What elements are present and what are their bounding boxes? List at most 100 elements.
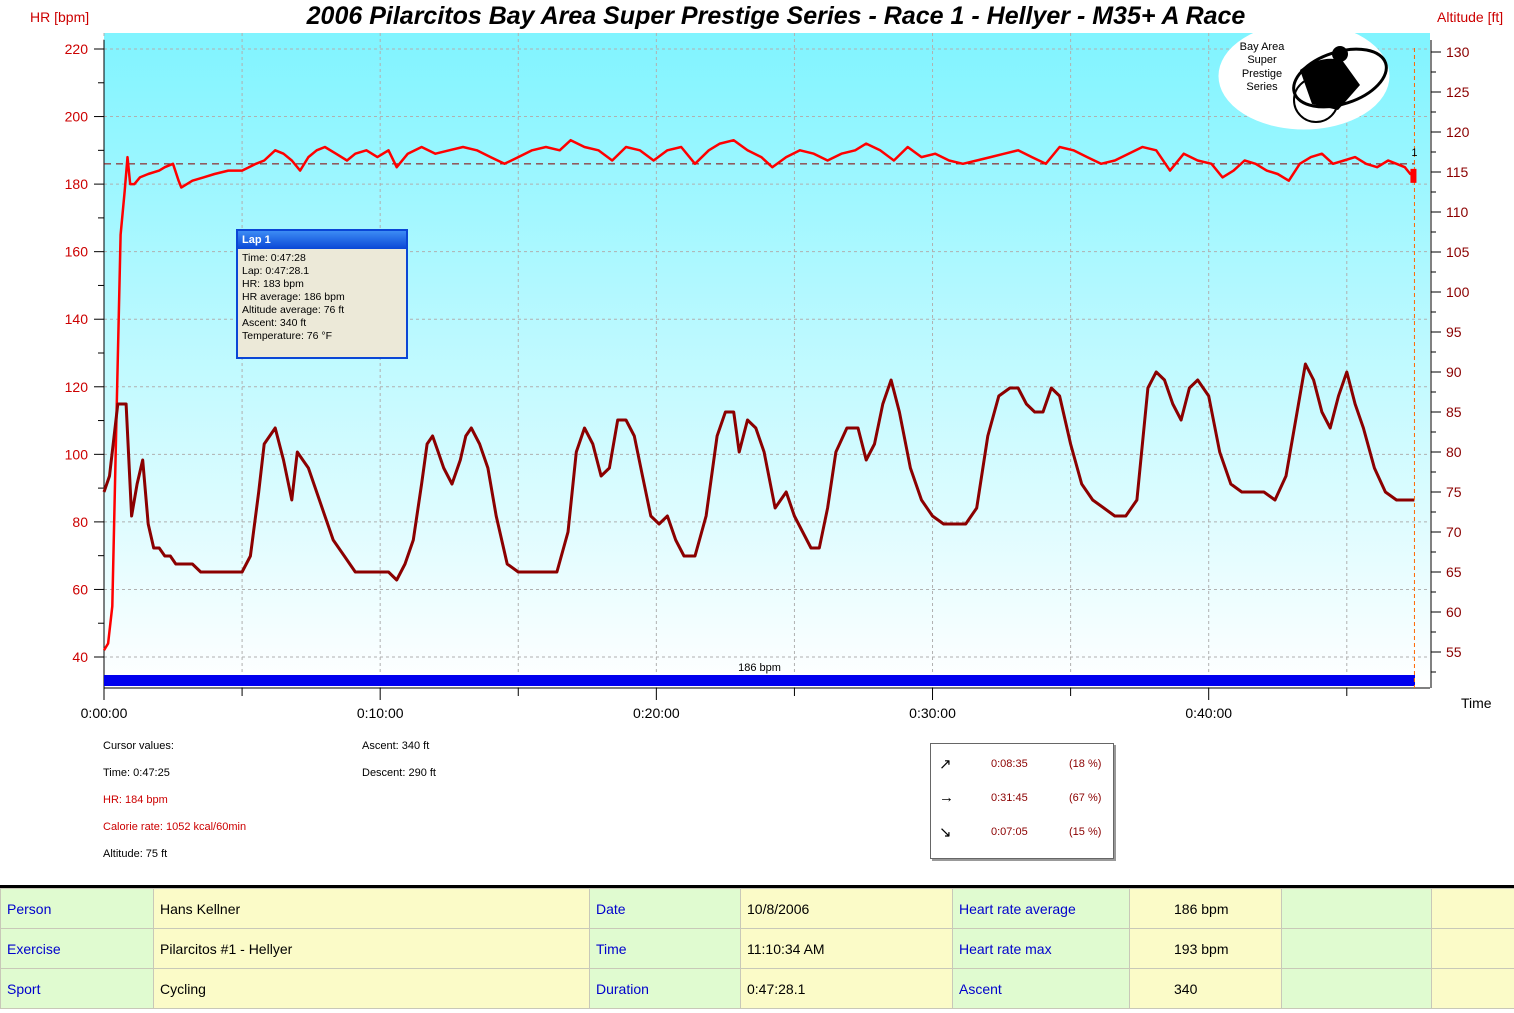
info-label-cell: Duration (590, 969, 741, 1009)
logo-line-4: Series (1246, 81, 1278, 93)
bottom-tick-label: 0:10:00 (357, 705, 404, 721)
bottom-tick-label: 0:30:00 (909, 705, 956, 721)
right-tick-label: 130 (1446, 44, 1470, 60)
right-tick-label: 90 (1446, 364, 1462, 380)
info-value-cell: 0:47:28.1 (741, 969, 953, 1009)
right-tick-label: 100 (1446, 284, 1470, 300)
bottom-tick-label: 0:20:00 (633, 705, 680, 721)
right-tick-label: 75 (1446, 484, 1462, 500)
slope-percent: (67 %) (1069, 792, 1101, 804)
info-value-cell: Cycling (154, 969, 590, 1009)
lap-popup-line: Lap: 0:47:28.1 (242, 265, 402, 278)
cursor-time: Time: 0:47:25 (103, 767, 170, 779)
info-label-cell (1282, 889, 1432, 929)
bottom-tick-label: 0:00:00 (81, 705, 128, 721)
right-tick-label: 70 (1446, 524, 1462, 540)
slope-percent: (18 %) (1069, 758, 1101, 770)
right-tick-label: 95 (1446, 324, 1462, 340)
left-tick-label: 60 (72, 581, 88, 597)
info-label-cell: Person (1, 889, 154, 929)
cursor-calorie-rate: Calorie rate: 1052 kcal/60min (103, 821, 246, 833)
info-value-cell: 340 (1130, 969, 1282, 1009)
right-tick-label: 110 (1446, 204, 1469, 220)
info-value-cell: 10/8/2006 (741, 889, 953, 929)
hr-axis-label: HR [bpm] (30, 9, 89, 25)
info-label-cell: Time (590, 929, 741, 969)
slope-percent: (15 %) (1069, 826, 1101, 838)
left-tick-label: 220 (65, 41, 89, 57)
slope-time: 0:07:05 (991, 826, 1028, 838)
lap-popup-title: Lap 1 (238, 231, 406, 249)
slope-row: ↘ 0:07:05 (15 %) (931, 826, 1113, 846)
left-tick-label: 180 (65, 176, 89, 192)
right-tick-label: 115 (1446, 164, 1469, 180)
info-label-cell: Ascent (953, 969, 1130, 1009)
flat-arrow-icon: → (939, 789, 957, 806)
info-label-cell: Heart rate average (953, 889, 1130, 929)
right-tick-label: 55 (1446, 644, 1462, 660)
right-tick-label: 105 (1446, 244, 1470, 260)
right-tick-label: 120 (1446, 124, 1470, 140)
lap-popup-line: HR: 183 bpm (242, 278, 402, 291)
lap-marker-label: 1 (1411, 147, 1417, 159)
hr-average-bar (104, 675, 1415, 686)
right-tick-label: 80 (1446, 444, 1462, 460)
right-tick-label: 60 (1446, 604, 1462, 620)
lap-popup-line: HR average: 186 bpm (242, 291, 402, 304)
left-tick-label: 80 (72, 514, 88, 530)
right-tick-label: 65 (1446, 564, 1462, 580)
info-label-cell: Sport (1, 969, 154, 1009)
downhill-arrow-icon: ↘ (939, 823, 957, 841)
cursor-altitude: Altitude: 75 ft (103, 848, 167, 860)
hr-average-bar-label: 186 bpm (738, 662, 781, 674)
info-value-cell: 11:10:34 AM (741, 929, 953, 969)
info-value-cell: Pilarcitos #1 - Hellyer (154, 929, 590, 969)
slope-summary-box: ↗ 0:08:35 (18 %) → 0:31:45 (67 %) ↘ 0:07:05 (15 … (930, 743, 1114, 859)
info-label-cell: Exercise (1, 929, 154, 969)
chart-area: 2006 Pilarcitos Bay Area Super Prestige … (0, 0, 1514, 885)
lap-popup-line: Ascent: 340 ft (242, 317, 402, 330)
cursor-ascent: Ascent: 340 ft (362, 740, 429, 752)
right-tick-label: 85 (1446, 404, 1462, 420)
left-tick-label: 160 (65, 244, 89, 260)
left-tick-label: 100 (65, 446, 89, 462)
logo-line-2: Super (1247, 54, 1277, 66)
slope-row: → 0:31:45 (67 %) (931, 792, 1113, 812)
info-label-cell (1282, 969, 1432, 1009)
time-axis-label: Time (1461, 695, 1492, 711)
info-value-cell: Hans Kellner (154, 889, 590, 929)
info-label-cell: Date (590, 889, 741, 929)
left-tick-label: 140 (65, 311, 89, 327)
lap-marker-end (1410, 169, 1416, 183)
info-value-cell (1432, 969, 1514, 1009)
slope-time: 0:08:35 (991, 758, 1028, 770)
chart-title: 2006 Pilarcitos Bay Area Super Prestige … (306, 2, 1246, 30)
info-value-cell (1432, 889, 1514, 929)
info-value-cell: 186 bpm (1130, 889, 1282, 929)
slope-time: 0:31:45 (991, 792, 1028, 804)
altitude-axis-label: Altitude [ft] (1437, 9, 1503, 25)
logo-line-1: Bay Area (1240, 41, 1286, 53)
info-value-cell (1432, 929, 1514, 969)
lap-popup-line: Temperature: 76 °F (242, 330, 402, 343)
cursor-descent: Descent: 290 ft (362, 767, 436, 779)
slope-row: ↗ 0:08:35 (18 %) (931, 758, 1113, 778)
right-tick-label: 125 (1446, 84, 1470, 100)
info-value-cell: 193 bpm (1130, 929, 1282, 969)
lap-popup-line: Time: 0:47:28 (242, 252, 402, 265)
cursor-hr: HR: 184 bpm (103, 794, 168, 806)
left-tick-label: 120 (65, 379, 89, 395)
uphill-arrow-icon: ↗ (939, 755, 957, 773)
left-tick-label: 200 (65, 109, 89, 125)
logo-line-3: Prestige (1242, 68, 1282, 80)
info-label-cell: Heart rate max (953, 929, 1130, 969)
left-tick-label: 40 (72, 649, 88, 665)
lap-popup-line: Altitude average: 76 ft (242, 304, 402, 317)
info-label-cell (1282, 929, 1432, 969)
